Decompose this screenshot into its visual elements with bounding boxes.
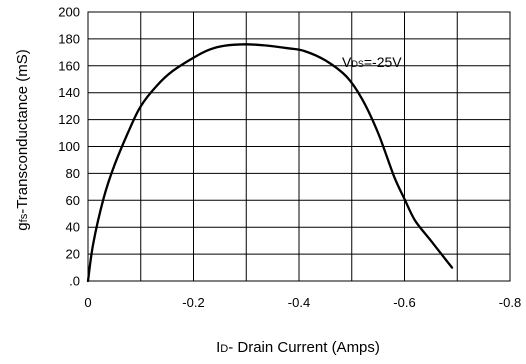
grid [88, 12, 510, 281]
y-tick-label: 120 [58, 112, 80, 127]
x-axis-ticks: 0 -0.2 -0.4 -0.6 -0.8 [84, 295, 521, 310]
y-tick-label: 80 [66, 166, 80, 181]
y-tick-label: 60 [66, 193, 80, 208]
y-tick-label: 20 [66, 247, 80, 262]
x-tick-label: -0.6 [393, 295, 415, 310]
y-tick-label: 180 [58, 31, 80, 46]
plot-frame [87, 11, 511, 282]
y-axis-ticks: .0 20 40 60 80 100 120 140 160 180 200 [58, 5, 80, 289]
y-tick-label: 200 [58, 5, 80, 20]
y-tick-label: 100 [58, 139, 80, 154]
y-axis-title: gfs-Transconductance (mS) [14, 49, 31, 230]
x-tick-label: 0 [84, 295, 91, 310]
x-tick-label: -0.2 [182, 295, 204, 310]
x-axis-title: ID- Drain Current (Amps) [216, 339, 380, 356]
x-tick-label: -0.4 [288, 295, 310, 310]
series-line [86, 43, 454, 283]
x-tick-label: -0.8 [499, 295, 521, 310]
y-tick-label: 160 [58, 58, 80, 73]
y-tick-label: 40 [66, 220, 80, 235]
vds-annotation: VDS=-25V [342, 54, 402, 70]
y-tick-label: 140 [58, 85, 80, 100]
y-tick-label: .0 [69, 274, 80, 289]
